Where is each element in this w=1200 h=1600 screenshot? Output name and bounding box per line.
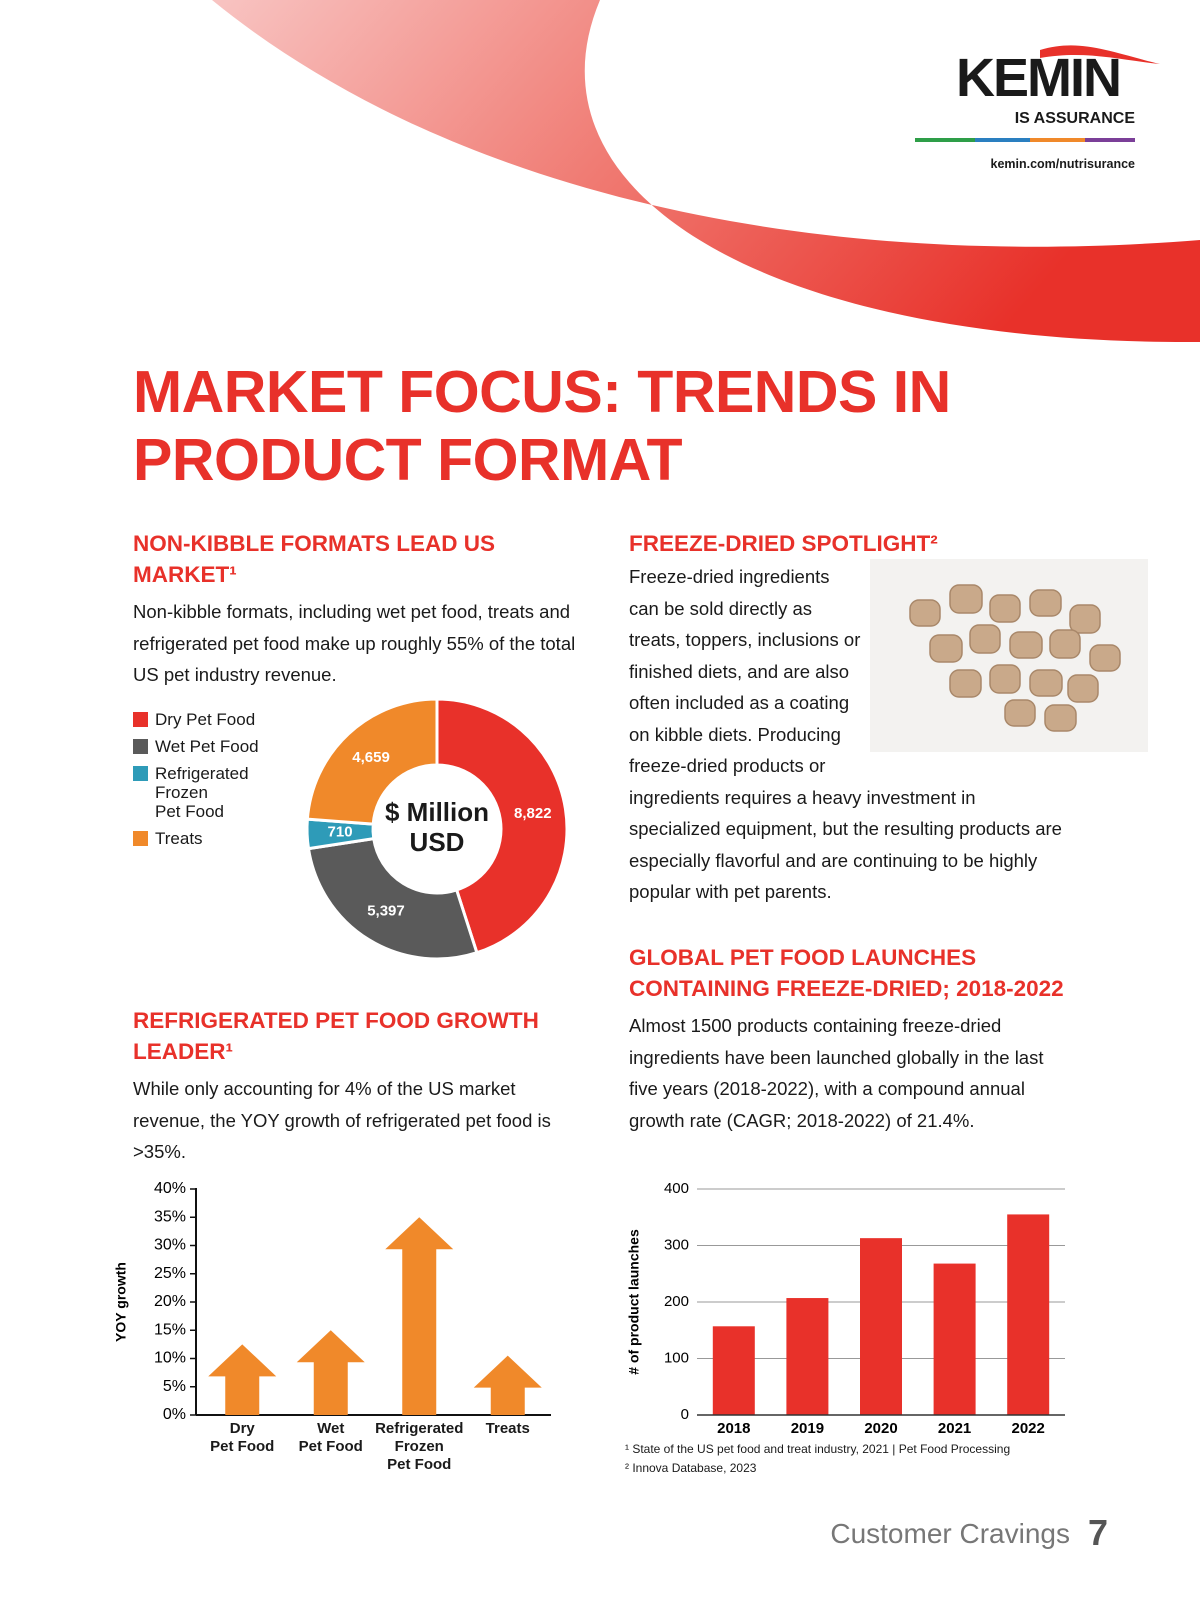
pie-slice — [435, 697, 569, 955]
bar — [1007, 1214, 1050, 1415]
tagline: IS ASSURANCE — [1014, 110, 1135, 127]
legend-label: Refrigerated Frozen Pet Food — [155, 764, 249, 821]
y-tick-label: 40% — [154, 1180, 186, 1197]
x-tick-label: 2019 — [791, 1420, 824, 1437]
y-tick-label: 10% — [154, 1350, 186, 1367]
y-tick-label: 5% — [163, 1378, 186, 1395]
legend-label: Treats — [155, 829, 203, 848]
section-body: Non-kibble formats, including wet pet fo… — [133, 601, 576, 685]
x-tick-label: 2021 — [938, 1420, 971, 1437]
x-tick-label: Dry Pet Food — [210, 1420, 275, 1455]
footnote: ² Innova Database, 2023 — [625, 1461, 757, 1475]
legend-swatch — [133, 831, 148, 846]
photo — [870, 559, 1148, 752]
logo: KEMIN — [956, 48, 1122, 108]
logo-swoosh — [1040, 45, 1160, 64]
bar — [860, 1238, 902, 1415]
legend-item: Wet Pet Food — [133, 737, 259, 756]
legend: Dry Pet Food Wet Pet Food Refrigerated Fro… — [133, 710, 259, 856]
slice-label: 710 — [328, 824, 353, 841]
url: kemin.com/nutrisurance — [990, 157, 1136, 171]
title: MARKET FOCUS: TRENDS IN PRODUCT FORMAT — [133, 359, 951, 493]
legend-swatch — [133, 766, 148, 781]
y-tick-label: 0 — [681, 1406, 689, 1423]
legend-item: Dry Pet Food — [133, 710, 259, 729]
section: GLOBAL PET FOOD LAUNCHES CONTAINING FREE… — [629, 942, 1069, 1136]
logo-bar — [1030, 138, 1085, 142]
slice-label: 5,397 — [367, 902, 405, 919]
legend-swatch — [133, 739, 148, 754]
x-tick-label: 2020 — [864, 1420, 897, 1437]
bar — [786, 1298, 829, 1415]
y-axis-label: YOY growth — [113, 1262, 129, 1342]
x-tick-label: 2022 — [1012, 1420, 1045, 1437]
y-tick-label: 15% — [154, 1321, 186, 1338]
bar — [712, 1326, 755, 1415]
page-number: 7 — [1087, 1512, 1108, 1553]
y-tick-label: 0% — [163, 1406, 186, 1423]
footer-text: Customer Cravings — [830, 1518, 1070, 1549]
y-tick-label: 35% — [154, 1208, 186, 1225]
pie-slice — [306, 836, 479, 961]
y-tick-label: 300 — [664, 1236, 689, 1253]
legend-item: Treats — [133, 829, 259, 848]
y-tick-label: 100 — [664, 1349, 689, 1366]
legend-item: Refrigerated Frozen Pet Food — [133, 764, 259, 821]
arrow — [385, 1217, 454, 1415]
slice-label: 4,659 — [352, 749, 390, 766]
logo-bar — [975, 138, 1030, 142]
y-tick-label: 200 — [664, 1293, 689, 1310]
x-tick-label: Treats — [485, 1420, 530, 1437]
legend-label: Wet Pet Food — [155, 737, 259, 756]
y-tick-label: 20% — [154, 1293, 186, 1310]
y-tick-label: 25% — [154, 1265, 186, 1282]
y-tick-label: 30% — [154, 1237, 186, 1254]
arrow — [208, 1344, 277, 1415]
logo-bar — [915, 138, 975, 142]
section-heading: FREEZE-DRIED SPOTLIGHT² — [629, 531, 938, 556]
section-body: Almost 1500 products containing freeze-d… — [629, 1015, 1044, 1131]
section: FREEZE-DRIED SPOTLIGHT² Freeze-dried ing… — [629, 528, 1069, 908]
pie-slice — [305, 697, 439, 826]
footnotes: ¹ State of the US pet food and treat ind… — [625, 1440, 1010, 1478]
footnote: ¹ State of the US pet food and treat ind… — [625, 1442, 1011, 1456]
x-tick-label: Refrigerated Frozen Pet Food — [375, 1420, 464, 1473]
section-heading: REFRIGERATED PET FOOD GROWTH LEADER¹ — [133, 1008, 539, 1064]
y-axis-label: # of product launches — [626, 1229, 642, 1375]
x-tick-label: 2018 — [717, 1420, 750, 1437]
logo-bar — [1085, 138, 1135, 142]
arrow — [296, 1330, 365, 1415]
section-body: Freeze-dried ingredients can be sold dir… — [629, 566, 1062, 902]
bar — [933, 1263, 976, 1415]
legend-label: Dry Pet Food — [155, 710, 256, 729]
arrow — [473, 1355, 542, 1415]
x-tick-label: Wet Pet Food — [298, 1420, 363, 1455]
y-tick-label: 400 — [664, 1180, 689, 1197]
section-body: While only accounting for 4% of the US m… — [133, 1078, 551, 1162]
section: NON-KIBBLE FORMATS LEAD US MARKET¹ Non-k… — [133, 528, 578, 691]
slice-label: 8,822 — [514, 805, 552, 822]
photo-space — [871, 561, 1149, 751]
center-label: $ Million USD — [385, 797, 489, 857]
section-heading: GLOBAL PET FOOD LAUNCHES CONTAINING FREE… — [629, 945, 1064, 1001]
swoosh — [212, 0, 1200, 343]
section: REFRIGERATED PET FOOD GROWTH LEADER¹ Whi… — [133, 1005, 583, 1168]
legend-swatch — [133, 712, 148, 727]
section-heading: NON-KIBBLE FORMATS LEAD US MARKET¹ — [133, 531, 496, 587]
